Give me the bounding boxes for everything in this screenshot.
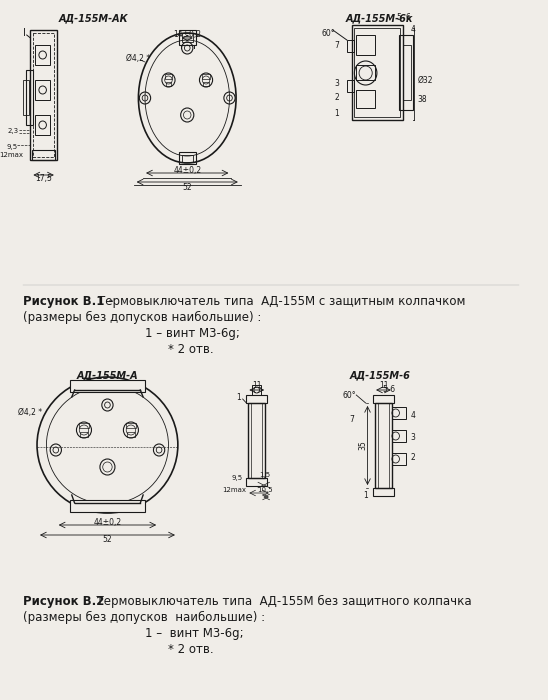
Bar (398, 35, 413, 110)
Text: 3: 3 (334, 78, 339, 88)
Bar (79, 423, 89, 428)
Text: 14±0,2: 14±0,2 (173, 29, 201, 38)
Text: 44±0,2: 44±0,2 (93, 517, 122, 526)
Text: 1 –  винт М3-6g;: 1 – винт М3-6g; (145, 627, 244, 640)
Bar (247, 478, 267, 486)
Text: 11: 11 (379, 382, 388, 391)
Bar (247, 395, 267, 403)
Text: 3: 3 (410, 433, 415, 442)
Text: 7: 7 (349, 416, 354, 424)
Bar (373, 488, 394, 496)
Bar (35, 115, 50, 135)
Text: (размеры без допусков  наибольшие) :: (размеры без допусков наибольшие) : (23, 611, 265, 624)
Text: 2: 2 (335, 92, 339, 102)
Text: * 2 отв.: * 2 отв. (168, 643, 214, 656)
Bar (252, 385, 261, 395)
Bar (373, 395, 394, 403)
Text: 9,5: 9,5 (6, 144, 17, 150)
Text: I: I (24, 28, 26, 38)
Bar (251, 403, 262, 478)
Bar (356, 35, 375, 55)
Bar (392, 430, 406, 442)
Bar (202, 74, 210, 79)
Text: Ø4,2 *: Ø4,2 * (126, 53, 150, 62)
Text: 52: 52 (102, 536, 112, 545)
Bar (179, 152, 196, 164)
Text: * 2 отв.: * 2 отв. (168, 343, 214, 356)
Text: 52: 52 (182, 183, 192, 192)
Bar (80, 432, 88, 437)
Text: АД-155М-АК: АД-155М-АК (59, 13, 128, 23)
Text: 60°: 60° (343, 391, 357, 400)
Text: Термовыключатель типа  АД-155М без защитного колпачка: Термовыключатель типа АД-155М без защитн… (89, 595, 471, 608)
Text: 4: 4 (410, 410, 415, 419)
Text: Ø4,2 *: Ø4,2 * (18, 409, 42, 417)
Text: 12max: 12max (222, 487, 246, 493)
Text: 2,3: 2,3 (8, 128, 19, 134)
Bar (32, 150, 55, 160)
Bar (181, 155, 193, 162)
Text: 1: 1 (335, 108, 339, 118)
Text: 11: 11 (252, 382, 261, 391)
Bar (35, 45, 50, 65)
Text: 35: 35 (358, 440, 367, 450)
Bar (356, 65, 375, 80)
Bar (347, 80, 355, 92)
Text: 1,5: 1,5 (260, 472, 271, 478)
Bar (375, 403, 392, 488)
Bar (179, 30, 196, 45)
Text: 4: 4 (410, 25, 415, 34)
Text: 1: 1 (363, 491, 368, 500)
Bar (127, 432, 135, 437)
Bar (403, 45, 410, 100)
Text: Рисунок В.1 -: Рисунок В.1 - (23, 295, 113, 308)
Bar (392, 407, 406, 419)
Text: 1 – винт М3-6g;: 1 – винт М3-6g; (145, 327, 240, 340)
Text: 44±0,2: 44±0,2 (173, 165, 201, 174)
Text: 12max: 12max (0, 152, 24, 158)
Bar (356, 90, 375, 108)
Text: Рисунок В.2: Рисунок В.2 (23, 595, 104, 608)
Bar (378, 403, 389, 488)
Bar (26, 70, 33, 125)
Text: 10,5: 10,5 (258, 487, 273, 493)
Text: 7: 7 (334, 41, 339, 50)
Text: АД-155М-6к: АД-155М-6к (346, 13, 414, 23)
Bar (355, 28, 401, 117)
Bar (352, 25, 403, 120)
Bar (165, 82, 172, 86)
Text: 5: 5 (396, 13, 401, 22)
Bar (347, 40, 355, 52)
Bar (70, 500, 145, 512)
Bar (70, 380, 145, 392)
Bar (33, 33, 54, 157)
Text: (размеры без допусков наибольшие) :: (размеры без допусков наибольшие) : (23, 311, 261, 324)
Text: 60°: 60° (321, 29, 335, 38)
Text: 9,5: 9,5 (231, 475, 243, 481)
Bar (126, 423, 135, 428)
Text: АД-155М-А: АД-155М-А (77, 370, 138, 380)
Text: АД-155М-6: АД-155М-6 (349, 370, 410, 380)
Text: Ø32: Ø32 (417, 76, 433, 85)
Bar (23, 80, 28, 115)
Bar (181, 33, 193, 42)
Text: 2: 2 (410, 452, 415, 461)
Text: 1: 1 (237, 393, 241, 402)
Bar (31, 30, 57, 160)
Bar (165, 74, 172, 79)
Bar (203, 82, 209, 86)
Text: Термовыключатель типа  АД-155М с защитным колпачком: Термовыключатель типа АД-155М с защитным… (98, 295, 466, 308)
Bar (35, 80, 50, 100)
Text: 38: 38 (417, 95, 427, 104)
Text: 17,5: 17,5 (35, 174, 52, 183)
Bar (392, 453, 406, 465)
Bar (248, 403, 265, 478)
Text: 6: 6 (406, 13, 410, 22)
Text: 5 6: 5 6 (383, 386, 395, 395)
